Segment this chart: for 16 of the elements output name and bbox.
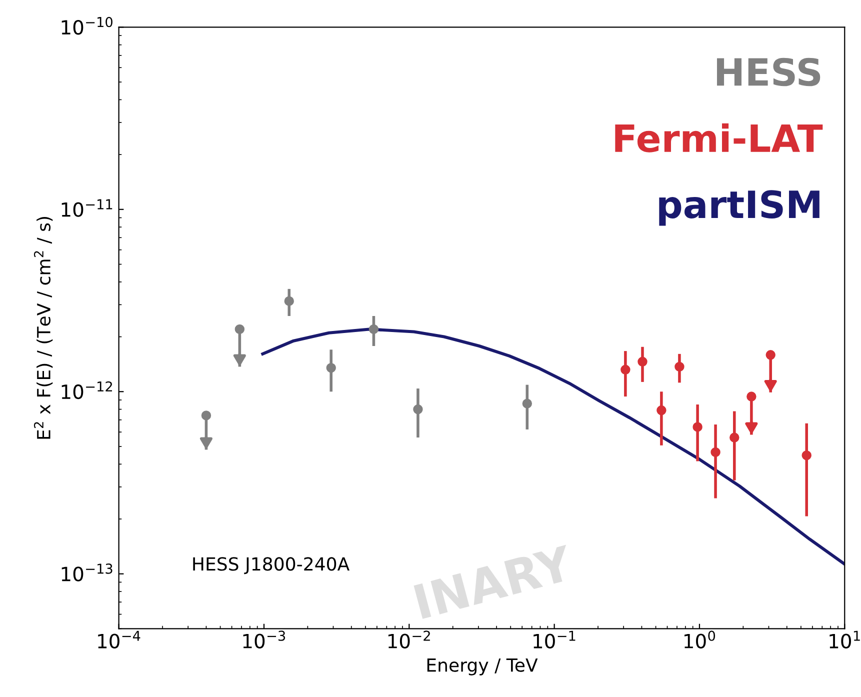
x-axis-title: Energy / TeV (427, 658, 538, 676)
x-tick-label: 10$^{−3}$ (243, 630, 286, 648)
x-tick-label: 10$^{−4}$ (98, 630, 140, 648)
y-tick-label: 10$^{−12}$ (62, 381, 112, 400)
text: Fermi-LAT (615, 123, 823, 152)
y-tick-label: 10$^{−13}$ (62, 564, 112, 582)
y-tick-label: 10$^{−11}$ (62, 199, 112, 217)
x-tick-label: 10$^{0}$ (684, 630, 716, 648)
text: partISM (659, 190, 820, 226)
text: HESS (716, 58, 820, 86)
x-tick-label: 10$^{−1}$ (534, 630, 576, 648)
y-axis-title: E$^{2}$ x F(E) / (TeV / cm$^{2}$ / s) (34, 217, 53, 439)
y-tick-label: 10$^{−10}$ (62, 16, 112, 35)
x-tick-label: 10$^{1}$ (830, 630, 860, 648)
x-tick-label: 10$^{−2}$ (388, 630, 430, 648)
annotation: HESS J1800-240A (193, 557, 350, 574)
